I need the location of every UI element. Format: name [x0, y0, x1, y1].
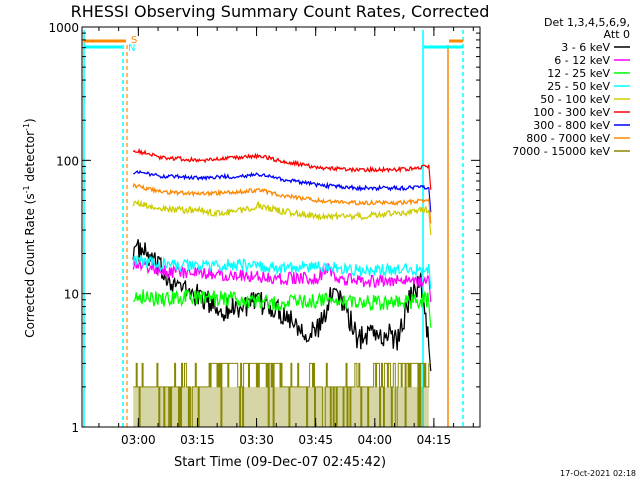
- series-tail-0: [428, 346, 432, 372]
- y-label-mid: detector: [23, 131, 37, 186]
- series-line-800-7000kev: [132, 182, 430, 207]
- y-tick-label: 10: [64, 288, 79, 302]
- x-tick-label: 03:30: [239, 433, 274, 447]
- chart-title: RHESSI Observing Summary Count Rates, Co…: [71, 2, 490, 21]
- series-tail-3: [428, 264, 432, 290]
- footer-timestamp: 17-Oct-2021 02:18: [560, 469, 636, 478]
- series-line-25-50kev: [132, 254, 430, 278]
- axes: 1 10 100 1000 03:00 03:15 03:30 03:45 04:00 04:15: [48, 21, 481, 447]
- legend-label-3: 25 - 50 keV: [547, 80, 610, 93]
- y-axis-label: Corrected Count Rate (s-1 detector-1): [22, 118, 37, 337]
- x-tick-label: 03:45: [298, 433, 333, 447]
- legend-label-4: 50 - 100 keV: [540, 93, 610, 106]
- flag-label-s: S: [131, 35, 137, 46]
- legend-header-line-1: Det 1,3,4,5,6,9,: [544, 16, 630, 29]
- series-line-3-6kev: [132, 239, 430, 351]
- legend-label-7: 800 - 7000 keV: [526, 132, 610, 145]
- series-tail-4: [428, 209, 432, 236]
- legend-label-6: 300 - 800 keV: [533, 119, 610, 132]
- series-line-12-25kev: [132, 289, 430, 311]
- series-line-300-800kev: [133, 169, 430, 192]
- x-tick-label: 04:00: [357, 433, 392, 447]
- y-label-end: ): [23, 118, 37, 123]
- y-label-main: Corrected Count Rate (s: [23, 193, 37, 337]
- flag-label-n: N: [128, 43, 135, 54]
- series-line-7000-15000-kev: [133, 362, 430, 428]
- series-tail-7: [428, 198, 432, 224]
- x-tick-label: 04:15: [417, 433, 452, 447]
- series-line-50-100kev: [132, 198, 430, 222]
- legend-header-line-2: Att 0: [604, 28, 630, 41]
- legend-label-0: 3 - 6 keV: [561, 41, 610, 54]
- x-axis-label: Start Time (09-Dec-07 02:45:42): [174, 455, 386, 470]
- plot-frame: [81, 26, 481, 428]
- plot-area: SN: [83, 30, 464, 428]
- y-label-sup1: -1: [22, 185, 31, 193]
- y-tick-label: 1000: [48, 21, 79, 35]
- legend-label-2: 12 - 25 keV: [547, 67, 610, 80]
- legend-label-5: 100 - 300 keV: [533, 106, 610, 119]
- series-line-100-300kev: [132, 147, 430, 174]
- x-tick-label: 03:15: [180, 433, 215, 447]
- y-tick-label: 100: [56, 154, 79, 168]
- y-tick-label: 1: [71, 421, 79, 435]
- series-line-6-12kev: [132, 258, 430, 289]
- series-tail-1: [428, 276, 432, 303]
- series-tail-6: [428, 187, 432, 213]
- x-tick-label: 03:00: [121, 433, 156, 447]
- legend-label-8: 7000 - 15000 keV: [512, 145, 610, 158]
- series-tail-5: [428, 164, 432, 190]
- y-label-sup2: -1: [22, 123, 31, 131]
- legend-label-1: 6 - 12 keV: [554, 54, 610, 67]
- series-fill-7000-15000-kev: [133, 386, 429, 427]
- series-tail-2: [428, 302, 432, 328]
